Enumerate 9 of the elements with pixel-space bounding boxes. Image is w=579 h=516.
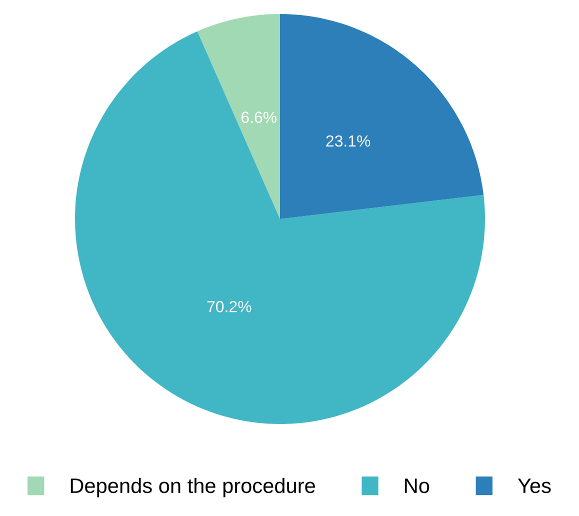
data-label: 6.6% <box>241 112 277 123</box>
data-label: 23.1% <box>326 135 370 147</box>
pie-slice <box>280 14 484 219</box>
data-label: 70.2% <box>207 300 252 312</box>
pie-slice <box>75 31 485 424</box>
pie-slice <box>197 14 280 219</box>
legend-label: Depends on the procedure <box>70 478 315 498</box>
legend-label: Yes <box>518 478 551 494</box>
legend-label: No <box>405 478 430 494</box>
